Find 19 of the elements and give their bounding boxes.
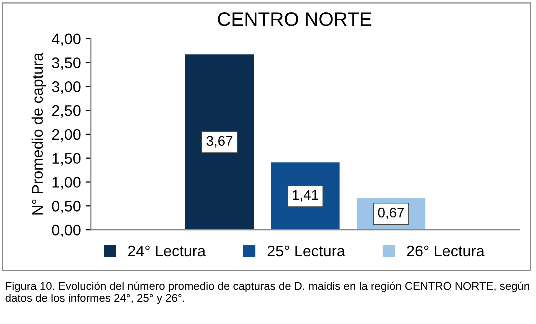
y-tick-label: 0,50 — [52, 201, 81, 214]
chart-title: CENTRO NORTE — [218, 12, 372, 26]
data-label: 0,67 — [378, 208, 404, 220]
legend-label: 25° Lectura — [268, 246, 346, 257]
y-tick-label: 3,00 — [52, 82, 81, 94]
y-tick-label: 2,00 — [52, 129, 81, 142]
y-tick-label: 2,50 — [52, 105, 81, 118]
bar — [185, 54, 254, 230]
y-axis-title: N° Promedio de captura — [32, 52, 46, 215]
y-tick-label: 4,00 — [52, 34, 81, 46]
y-tick-label: 3,50 — [52, 58, 81, 70]
y-tick-label: 1,00 — [52, 177, 81, 190]
legend-label: 26° Lectura — [407, 246, 485, 257]
y-tick-label: 1,50 — [52, 153, 81, 166]
y-tick-label: 0,00 — [52, 224, 81, 238]
legend-label: 24° Lectura — [128, 246, 206, 257]
data-label: 3,67 — [206, 136, 233, 148]
data-label: 1,41 — [293, 190, 318, 202]
text: Figura 10. Evolución del número promedio de capturas de D. maidis en la región CENTRO NORTE, según datos de los informes 24°, 25° y 26°. — [6, 282, 530, 304]
